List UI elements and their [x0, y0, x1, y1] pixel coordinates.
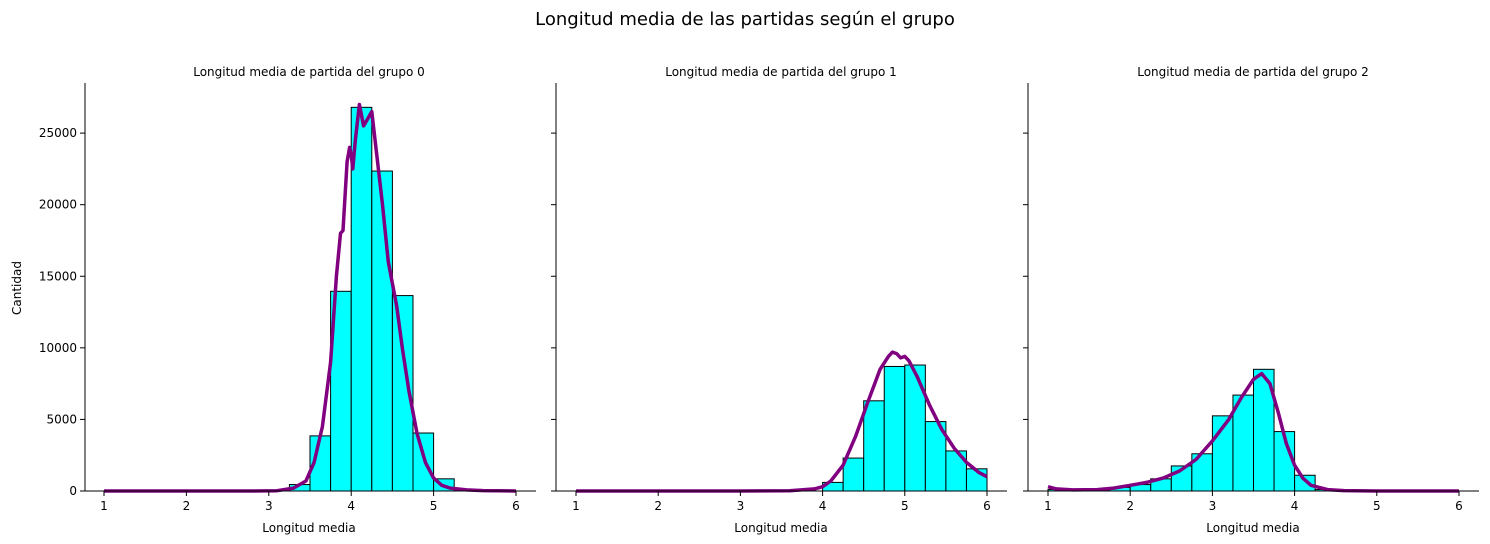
- y-tick-label: 15000: [39, 269, 77, 283]
- kde-line: [1047, 371, 1459, 493]
- x-tick-label: 5: [430, 499, 438, 513]
- y-tick-label: 10000: [39, 341, 77, 355]
- histogram-bar: [904, 364, 926, 492]
- x-tick-label: 4: [1291, 499, 1299, 513]
- x-tick-label: 3: [737, 499, 745, 513]
- x-tick-label: 3: [265, 499, 273, 513]
- x-tick-label: 2: [654, 499, 662, 513]
- histogram-bar: [883, 365, 906, 492]
- x-tick-label: 5: [1373, 499, 1381, 513]
- panel-title: Longitud media de partida del grupo 0: [193, 65, 425, 79]
- histogram-bar: [863, 400, 885, 492]
- x-tick-label: 1: [572, 499, 580, 513]
- figure-suptitle: Longitud media de las partidas según el …: [535, 9, 955, 30]
- x-tick-label: 2: [183, 499, 191, 513]
- panel-grupo-1: Longitud media de partida del grupo 1 Lo…: [551, 65, 1007, 535]
- kde-line: [104, 102, 517, 493]
- y-axis-label: Cantidad: [10, 261, 24, 315]
- x-tick-label: 1: [100, 499, 108, 513]
- x-tick-label: 2: [1126, 499, 1134, 513]
- panel-grupo-0: Longitud media de partida del grupo 0 Lo…: [39, 65, 536, 535]
- plot-area: 1 2 3 4 5 6: [551, 83, 1007, 513]
- y-tick-label: 25000: [39, 126, 77, 140]
- x-axis-label: Longitud media: [1206, 521, 1300, 535]
- y-tick-label: 5000: [46, 412, 77, 426]
- x-tick-label: 6: [512, 499, 520, 513]
- panel-title: Longitud media de partida del grupo 1: [665, 65, 897, 79]
- histogram-bar: [371, 170, 393, 492]
- kde-line: [576, 350, 988, 493]
- x-tick-label: 6: [1455, 499, 1463, 513]
- histogram-bar: [842, 457, 865, 492]
- histogram-bar: [412, 432, 435, 492]
- plot-area: 0 5000 10000 15000 20000 25000 1 2 3 4 5 6: [39, 83, 536, 513]
- x-tick-label: 4: [819, 499, 827, 513]
- y-tick-label: 0: [69, 484, 77, 498]
- x-tick-label: 3: [1209, 499, 1217, 513]
- x-tick-label: 1: [1044, 499, 1052, 513]
- x-axis-label: Longitud media: [262, 521, 356, 535]
- plot-area: 1 2 3 4 5 6: [1023, 83, 1479, 513]
- y-tick-label: 20000: [39, 198, 77, 212]
- x-tick-label: 4: [347, 499, 355, 513]
- panel-grupo-2: Longitud media de partida del grupo 2 Lo…: [1023, 65, 1479, 535]
- x-axis-label: Longitud media: [734, 521, 828, 535]
- x-tick-label: 6: [983, 499, 991, 513]
- x-tick-label: 5: [901, 499, 909, 513]
- panel-title: Longitud media de partida del grupo 2: [1137, 65, 1369, 79]
